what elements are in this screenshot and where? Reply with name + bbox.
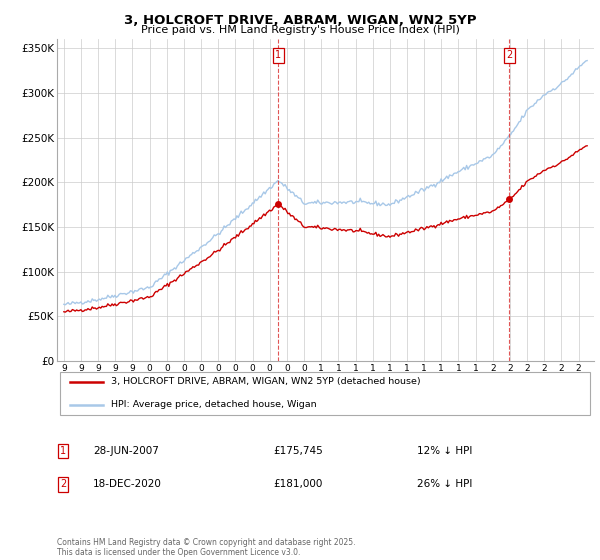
Text: 2: 2: [60, 479, 66, 489]
Text: Price paid vs. HM Land Registry's House Price Index (HPI): Price paid vs. HM Land Registry's House …: [140, 25, 460, 35]
Text: Contains HM Land Registry data © Crown copyright and database right 2025.
This d: Contains HM Land Registry data © Crown c…: [57, 538, 355, 557]
Text: HPI: Average price, detached house, Wigan: HPI: Average price, detached house, Wiga…: [111, 400, 316, 409]
Text: 1: 1: [60, 446, 66, 456]
FancyBboxPatch shape: [59, 371, 590, 416]
Text: 1: 1: [275, 50, 281, 60]
Text: £175,745: £175,745: [273, 446, 323, 456]
Text: 12% ↓ HPI: 12% ↓ HPI: [417, 446, 472, 456]
Text: 28-JUN-2007: 28-JUN-2007: [93, 446, 159, 456]
Text: £181,000: £181,000: [273, 479, 322, 489]
Text: 3, HOLCROFT DRIVE, ABRAM, WIGAN, WN2 5YP: 3, HOLCROFT DRIVE, ABRAM, WIGAN, WN2 5YP: [124, 14, 476, 27]
Text: 18-DEC-2020: 18-DEC-2020: [93, 479, 162, 489]
Text: 2: 2: [506, 50, 512, 60]
Text: 26% ↓ HPI: 26% ↓ HPI: [417, 479, 472, 489]
Text: 3, HOLCROFT DRIVE, ABRAM, WIGAN, WN2 5YP (detached house): 3, HOLCROFT DRIVE, ABRAM, WIGAN, WN2 5YP…: [111, 377, 421, 386]
